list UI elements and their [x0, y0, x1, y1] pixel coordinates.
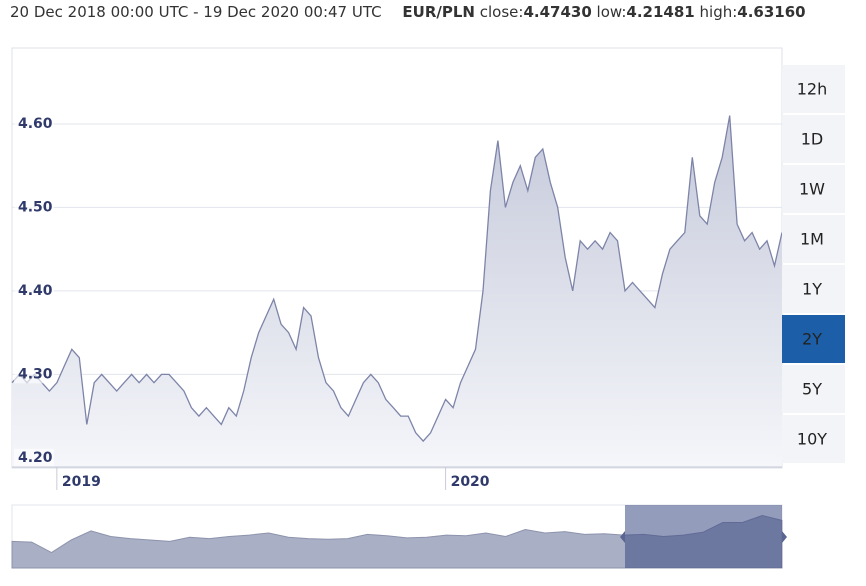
area	[12, 115, 782, 467]
y-tick-label: 4.60	[18, 116, 53, 132]
range-button[interactable]	[782, 265, 845, 313]
range-button[interactable]	[782, 65, 845, 113]
line	[11, 115, 783, 443]
range-button[interactable]	[782, 115, 845, 163]
tick-label-bg	[14, 281, 54, 300]
y-tick-label: 4.50	[18, 199, 53, 215]
low-label: low:	[596, 3, 627, 21]
range-button[interactable]	[782, 215, 845, 263]
y-tick-label: 4.20	[18, 450, 53, 466]
range-button[interactable]	[782, 165, 845, 213]
high: 4.63160	[737, 3, 806, 21]
tick-label-bg	[14, 448, 54, 467]
x-tick-label: 2019	[62, 474, 101, 490]
tick-label-bg	[14, 114, 54, 133]
range-button-label[interactable]: 1D	[801, 130, 824, 149]
close-label: close:	[479, 3, 524, 21]
navigator-selection[interactable]	[625, 505, 782, 568]
y-tick-label: 4.40	[18, 283, 53, 299]
range-button-label[interactable]: 12h	[797, 80, 828, 99]
range-button-label[interactable]: 1W	[799, 180, 825, 199]
pair: EUR/PLN	[402, 3, 475, 21]
tick-label-bg	[14, 198, 54, 217]
range-button-label[interactable]: 5Y	[802, 380, 822, 399]
range-button-label[interactable]: 10Y	[797, 430, 827, 449]
range-button[interactable]	[782, 365, 845, 413]
tick-label-bg	[14, 365, 54, 384]
date-range: 20 Dec 2018 00:00 UTC - 19 Dec 2020 00:4…	[10, 3, 382, 21]
close: 4.47430	[523, 3, 592, 21]
range-button[interactable]	[782, 415, 845, 463]
range-button-label[interactable]: 2Y	[802, 330, 822, 349]
range-button-label[interactable]: 1M	[800, 230, 824, 249]
high-label: high:	[699, 3, 738, 21]
low: 4.21481	[626, 3, 695, 21]
x-tick-label: 2020	[451, 474, 490, 490]
y-tick-label: 4.30	[18, 366, 53, 382]
range-button[interactable]	[782, 315, 845, 363]
range-button-label[interactable]: 1Y	[802, 280, 822, 299]
header: 20 Dec 2018 00:00 UTC - 19 Dec 2020 00:4…	[10, 3, 806, 21]
